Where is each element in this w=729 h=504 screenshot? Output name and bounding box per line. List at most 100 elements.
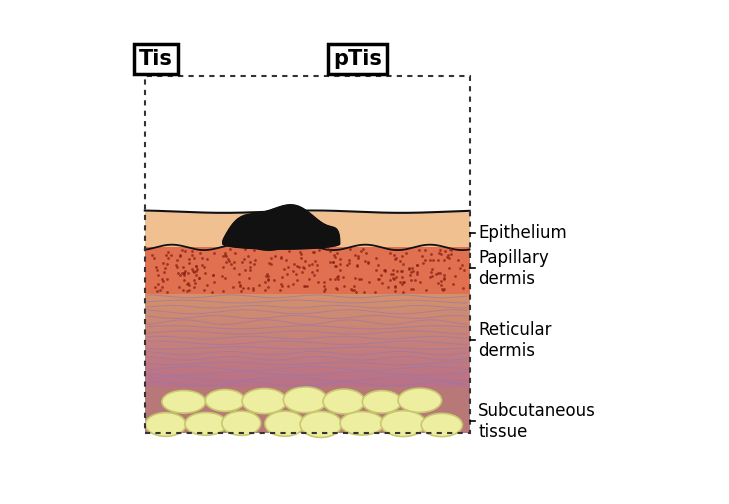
Point bbox=[330, 275, 341, 283]
Point bbox=[417, 259, 429, 267]
Bar bbox=[145, 323, 469, 325]
Point bbox=[444, 245, 456, 254]
Point bbox=[438, 274, 450, 282]
Point bbox=[319, 282, 330, 290]
Bar bbox=[145, 377, 469, 379]
Point bbox=[296, 268, 308, 276]
Bar bbox=[145, 387, 469, 433]
Point bbox=[200, 281, 212, 289]
Point bbox=[406, 264, 418, 272]
Point bbox=[328, 251, 340, 260]
Ellipse shape bbox=[222, 411, 261, 435]
Point bbox=[397, 288, 408, 296]
Bar bbox=[145, 312, 469, 314]
Point bbox=[411, 262, 423, 270]
Point bbox=[156, 275, 168, 283]
Bar bbox=[145, 304, 469, 306]
Point bbox=[244, 258, 256, 266]
Ellipse shape bbox=[185, 412, 227, 435]
Text: Reticular
dermis: Reticular dermis bbox=[478, 321, 552, 360]
Point bbox=[306, 260, 318, 268]
Bar bbox=[145, 337, 469, 339]
Point bbox=[181, 280, 192, 288]
Point bbox=[386, 266, 398, 274]
Point bbox=[248, 246, 260, 254]
Point bbox=[362, 259, 374, 267]
Point bbox=[249, 260, 260, 268]
Point bbox=[330, 262, 342, 270]
Point bbox=[452, 256, 464, 264]
Point bbox=[161, 288, 173, 296]
Point bbox=[376, 279, 388, 287]
Point bbox=[396, 280, 408, 288]
Point bbox=[172, 269, 184, 277]
Point bbox=[331, 285, 343, 293]
Point bbox=[179, 267, 190, 275]
Bar bbox=[145, 325, 469, 326]
Point bbox=[300, 258, 311, 266]
Point bbox=[438, 271, 450, 279]
Point bbox=[346, 286, 358, 294]
Point bbox=[389, 283, 401, 291]
Point bbox=[149, 283, 160, 291]
Point bbox=[162, 248, 174, 256]
Point bbox=[324, 275, 335, 283]
Point bbox=[278, 265, 290, 273]
Point bbox=[299, 282, 311, 290]
Bar bbox=[145, 345, 469, 346]
Point bbox=[425, 250, 437, 258]
Point bbox=[220, 251, 232, 260]
Point bbox=[359, 249, 371, 257]
Point bbox=[174, 252, 186, 260]
Point bbox=[262, 283, 273, 291]
Point bbox=[217, 272, 228, 280]
Point bbox=[408, 268, 419, 276]
Point bbox=[445, 246, 457, 254]
Point bbox=[156, 283, 168, 291]
Point bbox=[207, 271, 219, 279]
Bar bbox=[145, 376, 469, 377]
Point bbox=[298, 282, 310, 290]
Point bbox=[370, 266, 382, 274]
Point bbox=[356, 275, 367, 283]
Point bbox=[242, 253, 254, 261]
Point bbox=[268, 276, 280, 284]
Point bbox=[179, 271, 190, 279]
Bar bbox=[145, 348, 469, 349]
Point bbox=[293, 263, 305, 271]
Bar bbox=[145, 384, 469, 385]
Point bbox=[248, 286, 260, 294]
Ellipse shape bbox=[300, 411, 342, 437]
Polygon shape bbox=[223, 205, 340, 249]
Point bbox=[313, 245, 324, 254]
Point bbox=[389, 281, 401, 289]
Point bbox=[313, 278, 324, 286]
Point bbox=[401, 249, 413, 257]
Point bbox=[186, 266, 198, 274]
Bar bbox=[145, 308, 469, 309]
Point bbox=[198, 263, 210, 271]
Point bbox=[227, 283, 238, 291]
Bar bbox=[145, 295, 469, 297]
Point bbox=[254, 281, 265, 289]
Bar bbox=[145, 333, 469, 334]
Point bbox=[389, 255, 400, 263]
Point bbox=[318, 278, 330, 286]
Point bbox=[154, 286, 165, 294]
Point bbox=[287, 280, 299, 288]
Point bbox=[265, 260, 276, 268]
Bar bbox=[145, 346, 469, 348]
Point bbox=[394, 278, 406, 286]
Point bbox=[182, 279, 194, 287]
Bar bbox=[145, 212, 469, 247]
Point bbox=[410, 261, 422, 269]
Point bbox=[309, 257, 321, 265]
Point bbox=[375, 271, 386, 279]
Point bbox=[260, 286, 271, 294]
Point bbox=[435, 277, 447, 285]
Point bbox=[357, 245, 369, 253]
Point bbox=[415, 278, 426, 286]
Point bbox=[396, 252, 408, 260]
Point bbox=[312, 266, 324, 274]
Point bbox=[421, 286, 432, 294]
